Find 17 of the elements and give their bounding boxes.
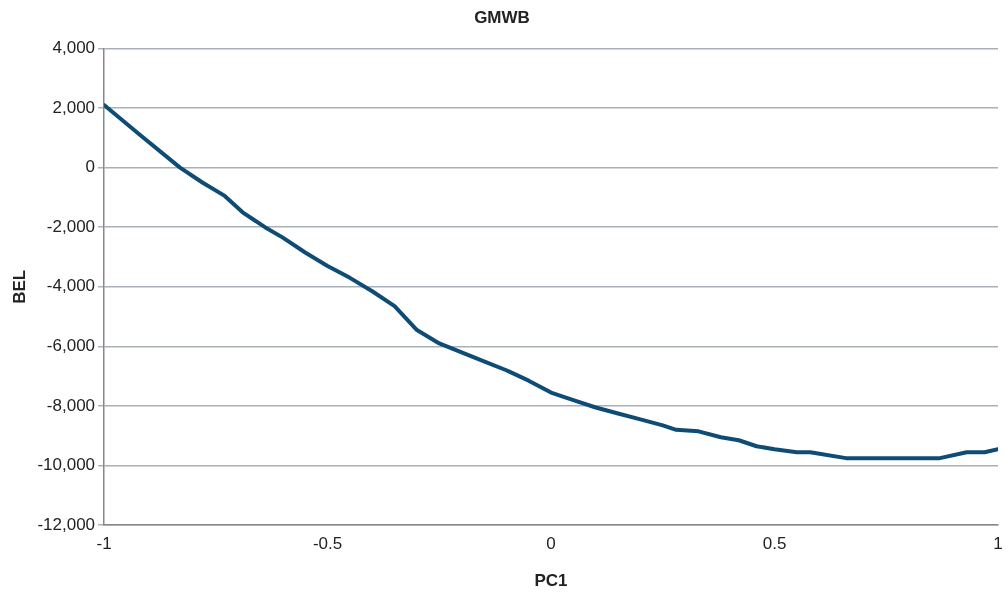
y-tick-label: -8,000 <box>46 395 96 415</box>
y-tick-label: -12,000 <box>37 514 96 534</box>
y-tick-label: -4,000 <box>46 276 96 296</box>
y-tick-label: -2,000 <box>46 216 96 236</box>
x-tick-label: -0.5 <box>312 534 343 554</box>
chart-title: GMWB <box>474 7 530 27</box>
x-tick-label: 1 <box>993 534 1003 554</box>
x-axis-title: PC1 <box>534 571 568 591</box>
y-axis-title: BEL <box>9 269 29 304</box>
y-tick-label: -10,000 <box>37 455 96 475</box>
x-tick-label: 0.5 <box>762 534 787 554</box>
y-tick-label: 4,000 <box>52 38 96 58</box>
x-tick-label: -1 <box>96 534 112 554</box>
y-tick-label: 2,000 <box>52 97 96 117</box>
y-tick-label: -6,000 <box>46 336 96 356</box>
x-tick-label: 0 <box>546 534 556 554</box>
y-tick-label: 0 <box>85 157 96 177</box>
